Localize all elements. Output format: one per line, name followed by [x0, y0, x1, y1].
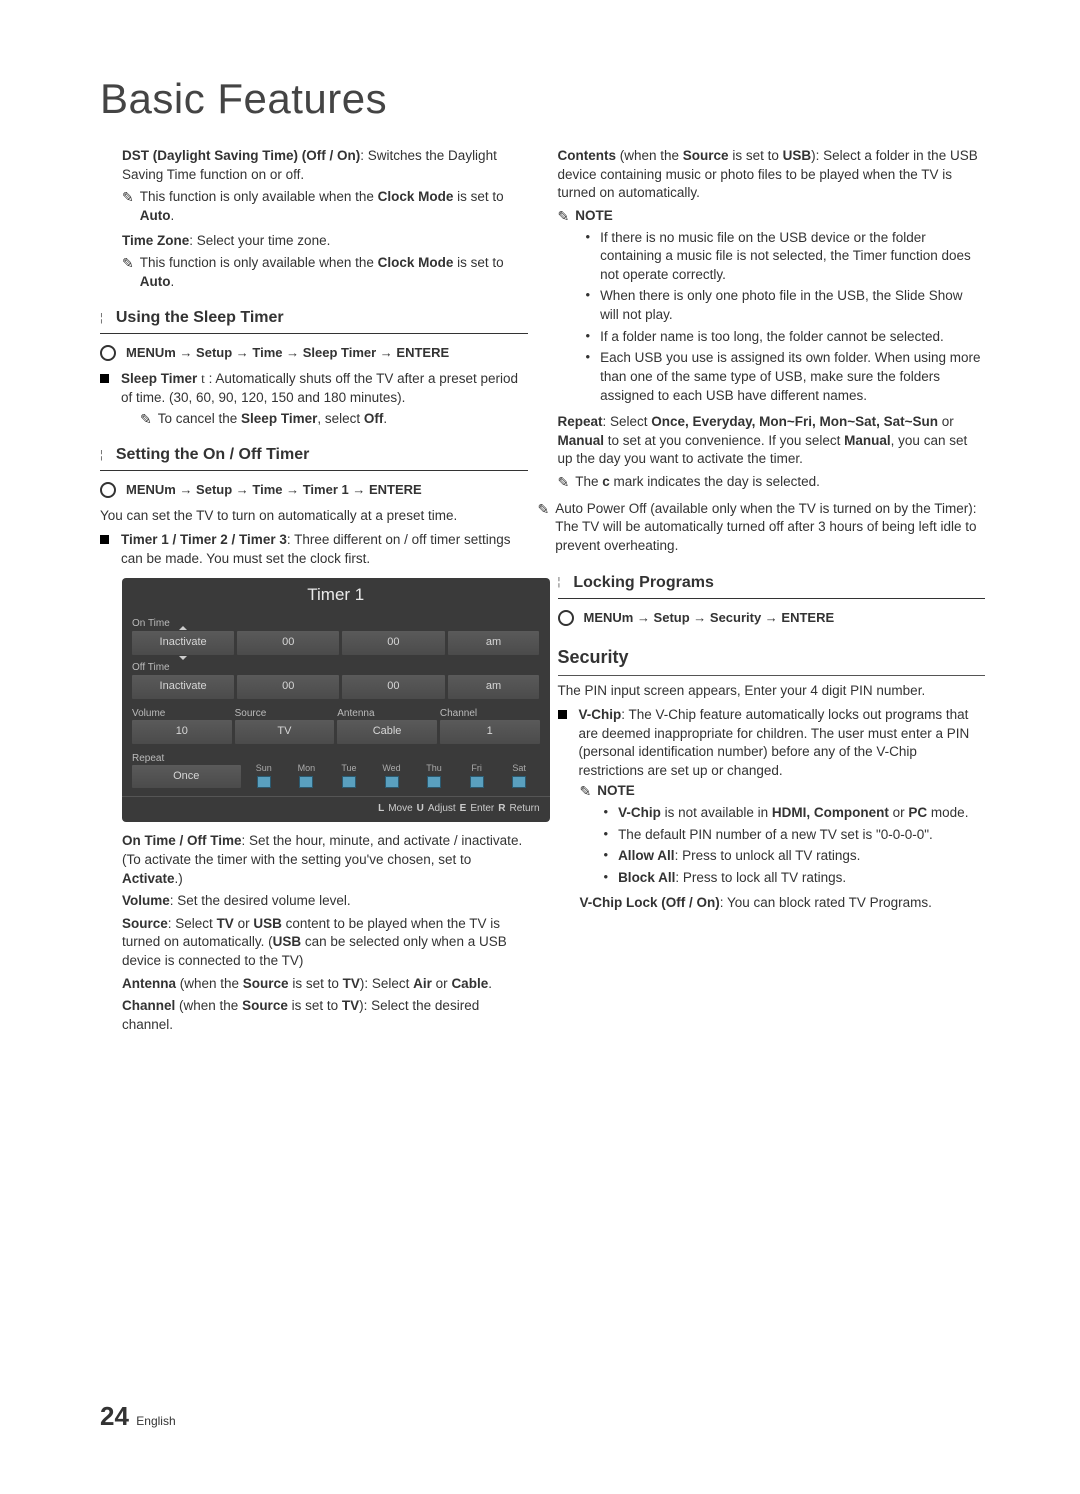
note-bullet: •When there is only one photo file in th… — [586, 287, 986, 324]
off-time-hour-cell[interactable]: 00 — [237, 675, 339, 698]
channel-cell[interactable]: 1 — [440, 720, 540, 743]
locking-programs-heading: ¦ Locking Programs — [558, 572, 986, 599]
note-icon: ✎ — [122, 189, 134, 206]
sleep-timer-heading: ¦ Using the Sleep Timer — [100, 307, 528, 334]
note-icon: ✎ — [538, 501, 550, 518]
on-off-time-para: On Time / Off Time: Set the hour, minute… — [122, 832, 528, 888]
off-time-ampm-cell[interactable]: am — [448, 675, 540, 698]
volume-cell[interactable]: 10 — [132, 720, 232, 743]
note-bullet: •Block All: Press to lock all TV ratings… — [604, 869, 986, 888]
dst-paragraph: DST (Daylight Saving Time) (Off / On): S… — [122, 147, 528, 184]
off-time-label: Off Time — [132, 661, 540, 675]
note-bullet: •If a folder name is too long, the folde… — [586, 328, 986, 347]
source-label: Source — [235, 707, 335, 721]
day-column[interactable]: Sat — [499, 762, 540, 788]
note-icon: ✎ — [558, 208, 570, 225]
on-time-label: On Time — [132, 617, 540, 631]
note-icon: ✎ — [558, 474, 570, 491]
note-bullet: •Allow All: Press to unlock all TV ratin… — [604, 847, 986, 866]
sleep-timer-item: Sleep Timer t : Automatically shuts off … — [100, 370, 528, 407]
day-selector: SunMonTueWedThuFriSat — [244, 762, 540, 788]
heading-bar-icon: ¦ — [100, 313, 102, 324]
timer-panel-title: Timer 1 — [122, 578, 550, 612]
repeat-label: Repeat — [132, 752, 241, 766]
onoff-timer-heading: ¦ Setting the On / Off Timer — [100, 444, 528, 471]
on-time-hour-cell[interactable]: 00 — [237, 631, 339, 654]
note-bullet: •The default PIN number of a new TV set … — [604, 826, 986, 845]
day-column[interactable]: Tue — [329, 762, 370, 788]
day-column[interactable]: Thu — [414, 762, 455, 788]
timer-panel-footer: LMoveUAdjustEEnterRReturn — [122, 796, 550, 816]
page-title: Basic Features — [100, 75, 985, 123]
menu-path-icon — [100, 345, 116, 361]
source-para: Source: Select TV or USB content to be p… — [122, 915, 528, 971]
sleep-timer-menu-path: MENUm → Setup → Time → Sleep Timer → ENT… — [100, 344, 528, 362]
contents-para: Contents (when the Source is set to USB)… — [558, 147, 986, 203]
timer1-panel: Timer 1 On Time Inactivate 00 00 am Off … — [122, 578, 550, 822]
note-icon: ✎ — [122, 255, 134, 272]
antenna-label: Antenna — [337, 707, 437, 721]
timezone-paragraph: Time Zone: Select your time zone. — [122, 232, 528, 251]
antenna-cell[interactable]: Cable — [337, 720, 437, 743]
timer123-item: Timer 1 / Timer 2 / Timer 3: Three diffe… — [100, 531, 528, 568]
repeat-para: Repeat: Select Once, Everyday, Mon~Fri, … — [558, 413, 986, 469]
square-bullet-icon — [100, 535, 109, 544]
volume-para: Volume: Set the desired volume level. — [122, 892, 528, 911]
vchip-lock-para: V-Chip Lock (Off / On): You can block ra… — [580, 894, 986, 913]
repeat-cell[interactable]: Once — [132, 765, 241, 788]
onoff-intro: You can set the TV to turn on automatica… — [100, 507, 528, 526]
security-heading: Security — [558, 645, 986, 670]
menu-path-icon — [558, 610, 574, 626]
right-column: Contents (when the Source is set to USB)… — [558, 145, 986, 1039]
off-time-min-cell[interactable]: 00 — [342, 675, 444, 698]
left-column: DST (Daylight Saving Time) (Off / On): S… — [100, 145, 528, 1039]
day-column[interactable]: Wed — [371, 762, 412, 788]
square-bullet-icon — [558, 710, 567, 719]
menu-path-icon — [100, 482, 116, 498]
tz-note: ✎ This function is only available when t… — [122, 254, 528, 291]
page-number: 24 — [100, 1401, 129, 1431]
sleep-cancel-note: ✎ To cancel the Sleep Timer, select Off. — [140, 410, 528, 429]
on-time-min-cell[interactable]: 00 — [342, 631, 444, 654]
autopower-note: ✎ Auto Power Off (available only when th… — [538, 500, 986, 556]
note-bullet: •V-Chip is not available in HDMI, Compon… — [604, 804, 986, 823]
source-cell[interactable]: TV — [235, 720, 335, 743]
off-time-activate-cell[interactable]: Inactivate — [132, 675, 234, 698]
heading-bar-icon: ¦ — [100, 450, 102, 461]
page-language: English — [136, 1414, 175, 1428]
channel-para: Channel (when the Source is set to TV): … — [122, 997, 528, 1034]
day-column[interactable]: Sun — [244, 762, 285, 788]
note-header-2: ✎ NOTE — [580, 782, 986, 801]
locking-menu-path: MENUm → Setup → Security → ENTERE — [558, 609, 986, 627]
heading-bar-icon: ¦ — [558, 577, 560, 588]
note-bullet: •Each USB you use is assigned its own fo… — [586, 349, 986, 405]
onoff-timer-menu-path: MENUm → Setup → Time → Timer 1 → ENTERE — [100, 481, 528, 499]
day-column[interactable]: Fri — [456, 762, 497, 788]
note-bullet: •If there is no music file on the USB de… — [586, 229, 986, 285]
note-icon: ✎ — [580, 783, 592, 800]
note-icon: ✎ — [140, 411, 152, 428]
page-footer: 24 English — [100, 1401, 176, 1432]
square-bullet-icon — [100, 374, 109, 383]
dst-note: ✎ This function is only available when t… — [122, 188, 528, 225]
content-columns: DST (Daylight Saving Time) (Off / On): S… — [100, 145, 985, 1039]
channel-label: Channel — [440, 707, 540, 721]
note-header: ✎ NOTE — [558, 207, 986, 226]
volume-label: Volume — [132, 707, 232, 721]
day-column[interactable]: Mon — [286, 762, 327, 788]
pin-line: The PIN input screen appears, Enter your… — [558, 682, 986, 701]
vchip-item: V-Chip: The V-Chip feature automatically… — [558, 706, 986, 781]
antenna-para: Antenna (when the Source is set to TV): … — [122, 975, 528, 994]
on-time-ampm-cell[interactable]: am — [448, 631, 540, 654]
on-time-activate-cell[interactable]: Inactivate — [132, 631, 234, 654]
repeat-note: ✎ The c mark indicates the day is select… — [558, 473, 986, 492]
